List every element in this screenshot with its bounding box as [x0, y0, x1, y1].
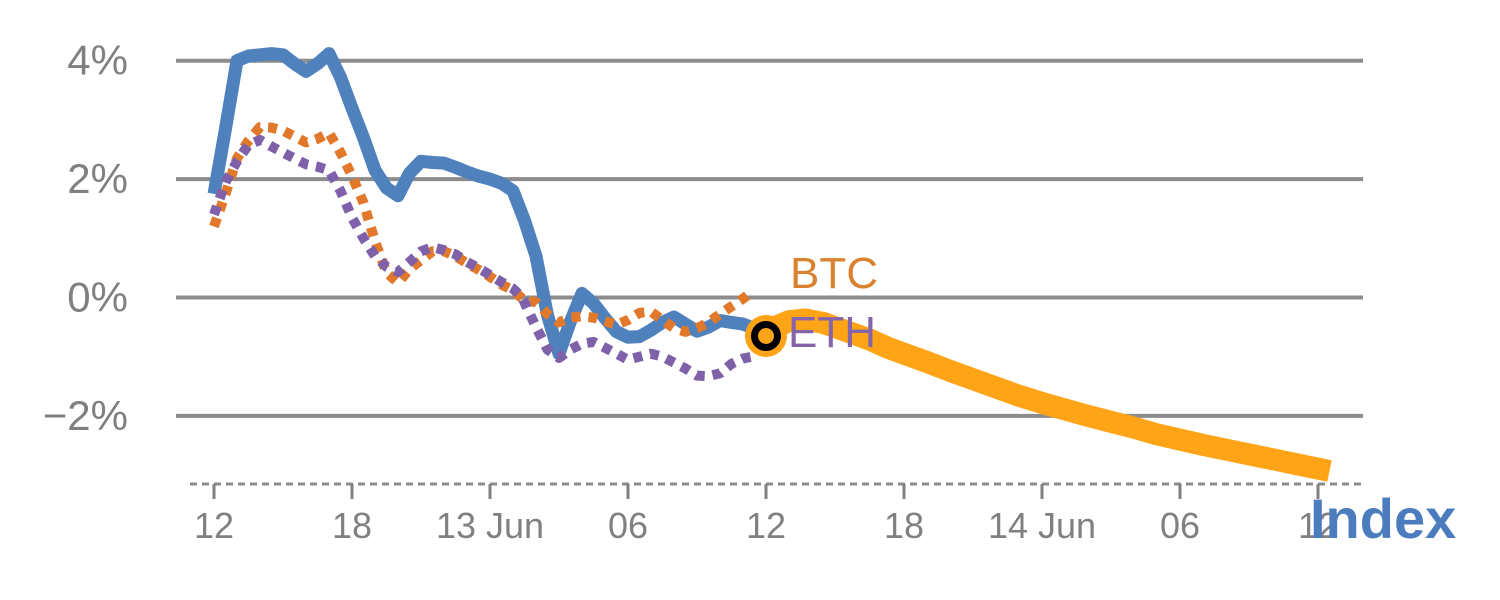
- x-axis-label-0: 12: [194, 505, 234, 546]
- series-btc-line: [209, 122, 756, 337]
- series-eth-line: [209, 135, 754, 382]
- x-axis-label-5: 18: [884, 505, 924, 546]
- eth-series-label: ETH: [788, 308, 876, 357]
- x-axis-label-7: 06: [1160, 505, 1200, 546]
- current-value-marker: [751, 320, 781, 351]
- y-axis-label-3: −2%: [43, 392, 128, 439]
- btc-series-label: BTC: [790, 249, 878, 298]
- x-axis-label-2: 13 Jun: [436, 505, 544, 546]
- x-axis-label-1: 18: [332, 505, 372, 546]
- y-axis-label-0: 4%: [67, 37, 128, 84]
- series-index-line: [207, 47, 770, 361]
- series-index-forecast-line: [758, 308, 1332, 482]
- y-axis-label-2: 0%: [67, 274, 128, 321]
- x-axis-label-3: 06: [608, 505, 648, 546]
- index-series-label: Index: [1310, 487, 1457, 550]
- x-axis-label-4: 12: [746, 505, 786, 546]
- x-axis-label-6: 14 Jun: [988, 505, 1096, 546]
- x-axis-label-8: 12: [1298, 505, 1338, 546]
- y-axis-label-1: 2%: [67, 155, 128, 202]
